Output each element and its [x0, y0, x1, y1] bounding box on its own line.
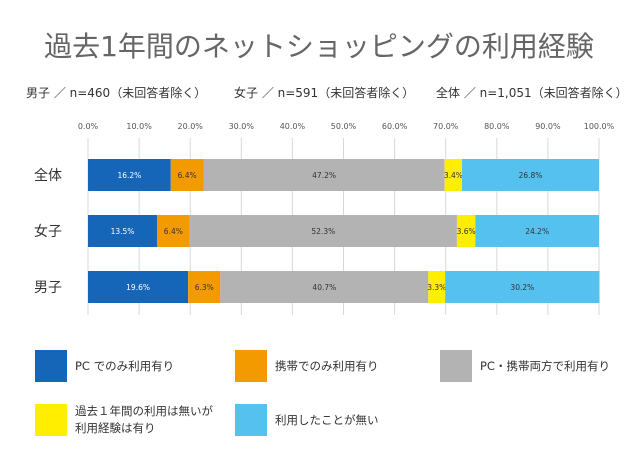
- x-tick-label: 0.0%: [78, 122, 99, 131]
- bar-data-label: 16.2%: [117, 171, 141, 180]
- x-tick-label: 100.0%: [584, 122, 615, 131]
- x-tick-label: 50.0%: [331, 122, 357, 131]
- legend-label: PC・携帯両方で利用有り: [480, 359, 610, 373]
- bar-segment: [203, 159, 445, 191]
- bar-data-label: 40.7%: [312, 283, 336, 292]
- subtitle-total: 全体 ／ n=1,051（未回答者除く）: [436, 85, 628, 100]
- bar-segment: [88, 215, 157, 247]
- bar-segment: [220, 271, 429, 303]
- bar-segment: [88, 271, 189, 303]
- legend-swatch: [235, 404, 267, 436]
- bar-data-label: 3.4%: [444, 171, 463, 180]
- bars: 16.2% 6.4% 47.2% 3.4% 26.8% 13.5% 6.4% 52.3% 3.6…: [88, 159, 600, 303]
- bar-segment: [444, 159, 463, 191]
- bar-data-label: 19.6%: [126, 283, 150, 292]
- category-label: 男子: [34, 280, 62, 296]
- x-tick-label: 70.0%: [433, 122, 459, 131]
- x-tick-label: 10.0%: [126, 122, 152, 131]
- x-tick-label: 80.0%: [484, 122, 510, 131]
- legend-swatch: [35, 350, 67, 382]
- bar-data-label: 24.2%: [525, 227, 549, 236]
- bar-segment: [475, 215, 599, 247]
- bar-data-label: 30.2%: [510, 283, 534, 292]
- x-tick-label: 60.0%: [382, 122, 408, 131]
- x-tick-label: 90.0%: [535, 122, 561, 131]
- legend-label: 利用したことが無い: [275, 413, 379, 427]
- bar-segment: [156, 215, 190, 247]
- x-tick-label: 30.0%: [229, 122, 255, 131]
- subtitle-male: 男子 ／ n=460（未回答者除く）: [26, 85, 206, 100]
- bar-segment: [170, 159, 204, 191]
- bar-data-label: 52.3%: [311, 227, 335, 236]
- x-axis-ticks: 0.0% 10.0% 20.0% 30.0% 40.0% 50.0% 60.0% 70.0% 8…: [78, 122, 615, 131]
- bar-data-label: 26.8%: [519, 171, 543, 180]
- x-tick-label: 20.0%: [177, 122, 203, 131]
- legend: PC でのみ利用有り 携帯でのみ利用有り PC・携帯両方で利用有り過去１年間の利用は…: [35, 350, 610, 436]
- bar-segment: [88, 159, 171, 191]
- bar-data-label: 3.6%: [457, 227, 476, 236]
- bar-segment: [188, 271, 221, 303]
- category-label: 全体: [34, 167, 62, 184]
- legend-swatch: [440, 350, 472, 382]
- legend-label: PC でのみ利用有り: [75, 359, 174, 373]
- bar-data-label: 3.3%: [427, 283, 446, 292]
- chart-title: 過去1年間のネットショッピングの利用経験: [44, 30, 594, 63]
- category-label: 女子: [34, 223, 62, 240]
- bar-data-label: 6.3%: [195, 283, 214, 292]
- bar-segment: [456, 215, 476, 247]
- subtitle-female: 女子 ／ n=591（未回答者除く）: [234, 85, 414, 100]
- bar-segment: [428, 271, 446, 303]
- x-tick-label: 40.0%: [280, 122, 306, 131]
- legend-label: 携帯でのみ利用有り: [275, 359, 379, 373]
- legend-swatch: [235, 350, 267, 382]
- bar-data-label: 47.2%: [312, 171, 336, 180]
- legend-swatch: [35, 404, 67, 436]
- bar-data-label: 13.5%: [111, 227, 135, 236]
- legend-label: 過去１年間の利用は無いが利用経験は有り: [75, 404, 213, 435]
- bar-segment: [189, 215, 457, 247]
- bar-data-label: 6.4%: [178, 171, 197, 180]
- bar-segment: [462, 159, 599, 191]
- bar-data-label: 6.4%: [164, 227, 183, 236]
- bar-segment: [445, 271, 600, 303]
